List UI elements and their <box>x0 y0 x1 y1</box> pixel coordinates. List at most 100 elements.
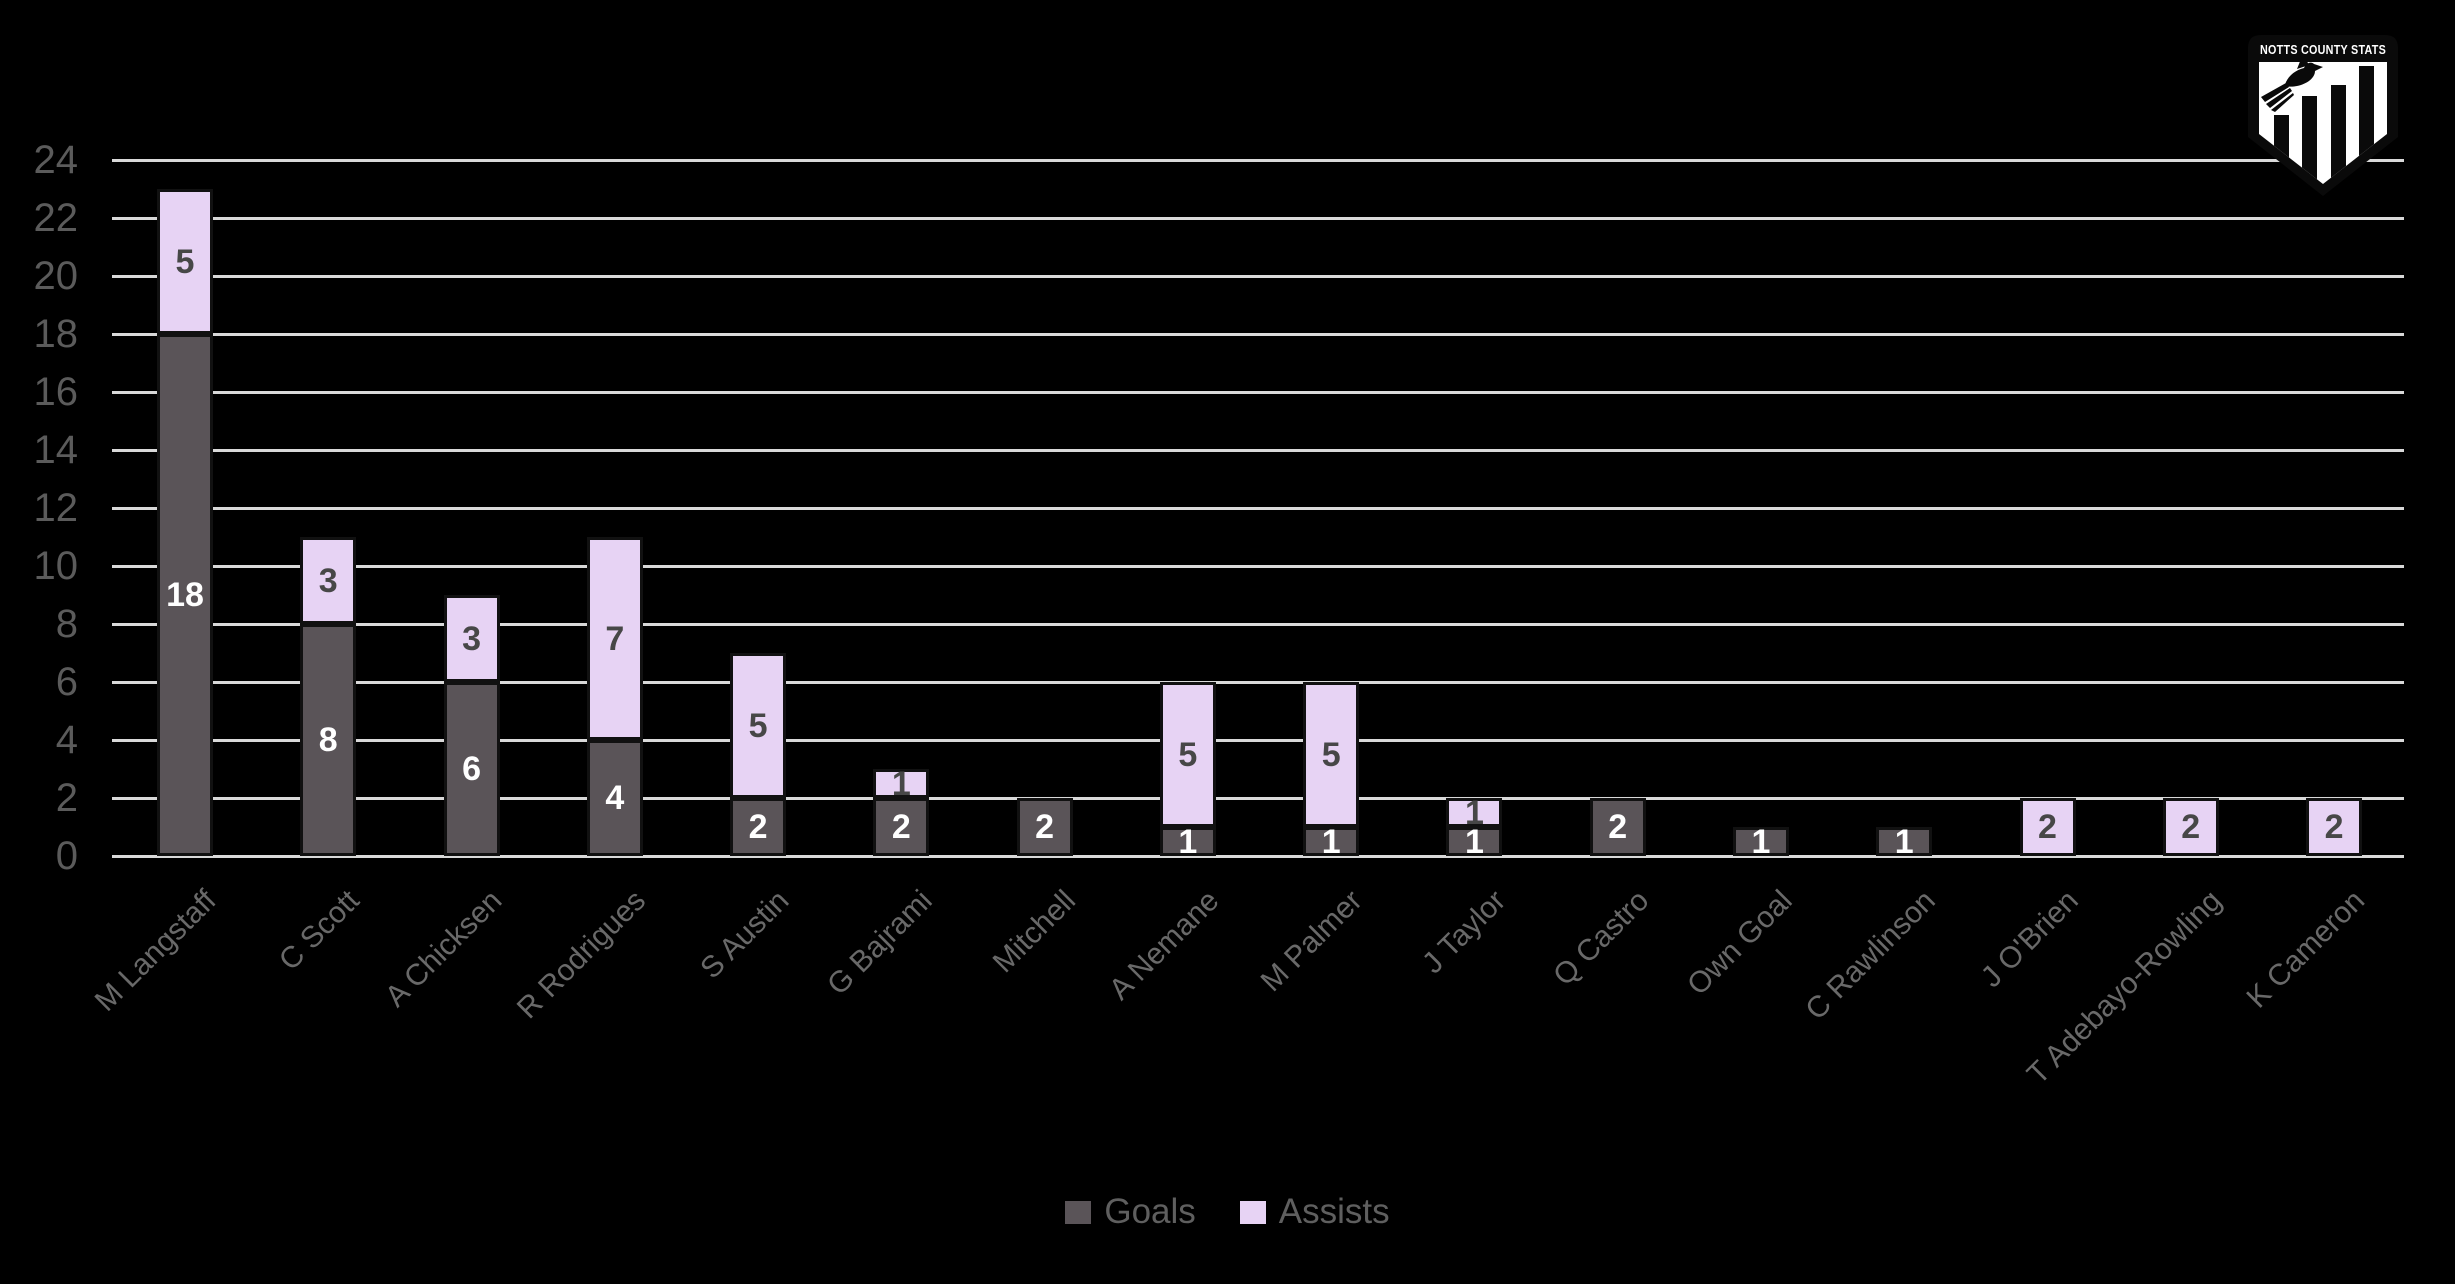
gridline <box>112 564 2404 568</box>
x-axis-category-label: Own Goal <box>1680 884 1799 1002</box>
goals-bar-segment <box>1446 827 1503 856</box>
goals-bar-segment <box>586 740 643 856</box>
y-axis-tick-label: 16 <box>33 370 79 414</box>
assists-bar-segment <box>586 537 643 740</box>
assists-value-label: 3 <box>318 561 338 600</box>
assists-bar-segment <box>300 537 357 624</box>
goals-value-label: 1 <box>1464 822 1484 861</box>
assists-bar-segment <box>157 189 213 334</box>
goals-bar-segment <box>300 624 357 856</box>
goals-value-label: 1 <box>1894 822 1914 861</box>
y-axis-tick-label: 2 <box>55 776 78 820</box>
goals-value-label: 18 <box>166 576 204 614</box>
gridline <box>112 680 2404 684</box>
x-axis-category-label: Q Castro <box>1546 884 1656 993</box>
logo-title: NOTTS COUNTY STATS <box>2260 43 2386 57</box>
assists-legend-swatch <box>1239 1200 1266 1224</box>
y-axis-tick-label: 4 <box>55 718 78 762</box>
x-axis-category-label: K Cameron <box>2240 884 2372 1015</box>
goals-value-label: 1 <box>1178 822 1198 861</box>
goals-bar-segment <box>1589 798 1646 856</box>
assists-value-label: 5 <box>175 242 195 281</box>
assists-bar-segment <box>2019 798 2076 856</box>
x-axis-category-label: J Taylor <box>1415 884 1512 981</box>
goals-value-label: 1 <box>1321 822 1341 861</box>
goals-bar-segment <box>730 798 787 856</box>
y-axis-tick-label: 0 <box>55 834 78 878</box>
x-axis-category-label: C Scott <box>272 884 366 977</box>
logo-bar-3 <box>2331 85 2346 184</box>
legend-item: Assists <box>1239 1192 1390 1232</box>
gridline <box>112 854 2404 858</box>
x-axis-category-label: M Palmer <box>1254 884 1369 999</box>
goals-bar-segment <box>1876 827 1933 856</box>
x-axis-category-label: Mitchell <box>986 884 1082 980</box>
assists-value-label: 7 <box>605 619 625 658</box>
x-axis-category-label: A Nemane <box>1102 884 1226 1007</box>
assists-value-label: 3 <box>462 619 481 658</box>
assists-value-label: 2 <box>2324 808 2344 846</box>
goals-bar-segment <box>157 334 213 856</box>
x-axis-category-label: R Rodrigues <box>510 884 653 1026</box>
assists-value-label: 2 <box>2038 808 2057 846</box>
assists-value-label: 5 <box>1321 735 1341 774</box>
gridline <box>112 158 2404 162</box>
x-axis-category-label: J O'Brien <box>1974 884 2085 994</box>
assists-bar-segment <box>2306 798 2363 856</box>
assists-value-label: 5 <box>748 706 768 745</box>
goals-bar-segment <box>443 682 500 856</box>
goals-legend-swatch <box>1065 1200 1092 1224</box>
club-stats-logo: NOTTS COUNTY STATS <box>2248 35 2398 196</box>
goals-value-label: 2 <box>748 808 768 846</box>
y-axis-tick-label: 22 <box>33 196 79 240</box>
x-axis-category-label: M Langstaff <box>88 884 223 1018</box>
goals-bar-segment <box>1303 827 1360 856</box>
goals-value-label: 8 <box>318 721 338 759</box>
goals-bar-segment <box>1159 827 1216 856</box>
gridline <box>112 332 2404 336</box>
goals-value-label: 4 <box>605 779 625 817</box>
assists-bar-segment <box>1303 682 1360 827</box>
assists-bar-segment <box>873 769 930 798</box>
goals-legend-label: Goals <box>1104 1192 1196 1231</box>
y-axis-tick-label: 6 <box>55 660 78 704</box>
assists-bar-segment <box>1159 682 1216 827</box>
y-axis-tick-label: 20 <box>33 254 79 298</box>
goals-value-label: 2 <box>1608 808 1628 846</box>
x-axis-category-label: A Chicksen <box>379 884 509 1014</box>
x-axis-category-label: G Bajrami <box>821 884 939 1002</box>
gridline <box>112 274 2404 278</box>
gridline <box>112 448 2404 452</box>
goals-value-label: 2 <box>891 808 911 846</box>
assists-bar-segment <box>1446 798 1503 827</box>
y-axis-tick-label: 14 <box>33 428 79 472</box>
y-axis-tick-label: 12 <box>33 486 79 530</box>
y-axis-tick-label: 24 <box>33 138 79 182</box>
assists-bar-segment <box>2162 798 2219 856</box>
logo-bar-4 <box>2359 66 2374 184</box>
logo-shield-panel <box>2259 62 2387 184</box>
assists-legend-label: Assists <box>1278 1192 1390 1231</box>
gridline <box>112 506 2404 510</box>
assists-bar-segment <box>730 653 787 798</box>
logo-bar-2 <box>2302 96 2317 184</box>
legend-item: Goals <box>1065 1192 1196 1232</box>
y-axis-tick-label: 8 <box>55 602 78 646</box>
x-axis-category-label: C Rawlinson <box>1799 884 1942 1027</box>
goals-value-label: 1 <box>1751 822 1771 861</box>
goals-bar-segment <box>873 798 930 856</box>
goals-value-label: 2 <box>1035 808 1055 846</box>
goals-bar-segment <box>1016 798 1073 856</box>
assists-value-label: 2 <box>2181 808 2201 846</box>
assists-bar-segment <box>443 595 500 682</box>
y-axis-tick-label: 10 <box>33 544 79 588</box>
goals-value-label: 6 <box>462 750 481 788</box>
gridline <box>112 738 2404 742</box>
assists-value-label: 5 <box>1178 735 1198 774</box>
x-axis-category-label: S Austin <box>694 884 796 986</box>
magpie-icon <box>2261 54 2323 112</box>
gridline <box>112 390 2404 394</box>
gridline <box>112 216 2404 220</box>
y-axis-tick-label: 18 <box>33 312 79 356</box>
